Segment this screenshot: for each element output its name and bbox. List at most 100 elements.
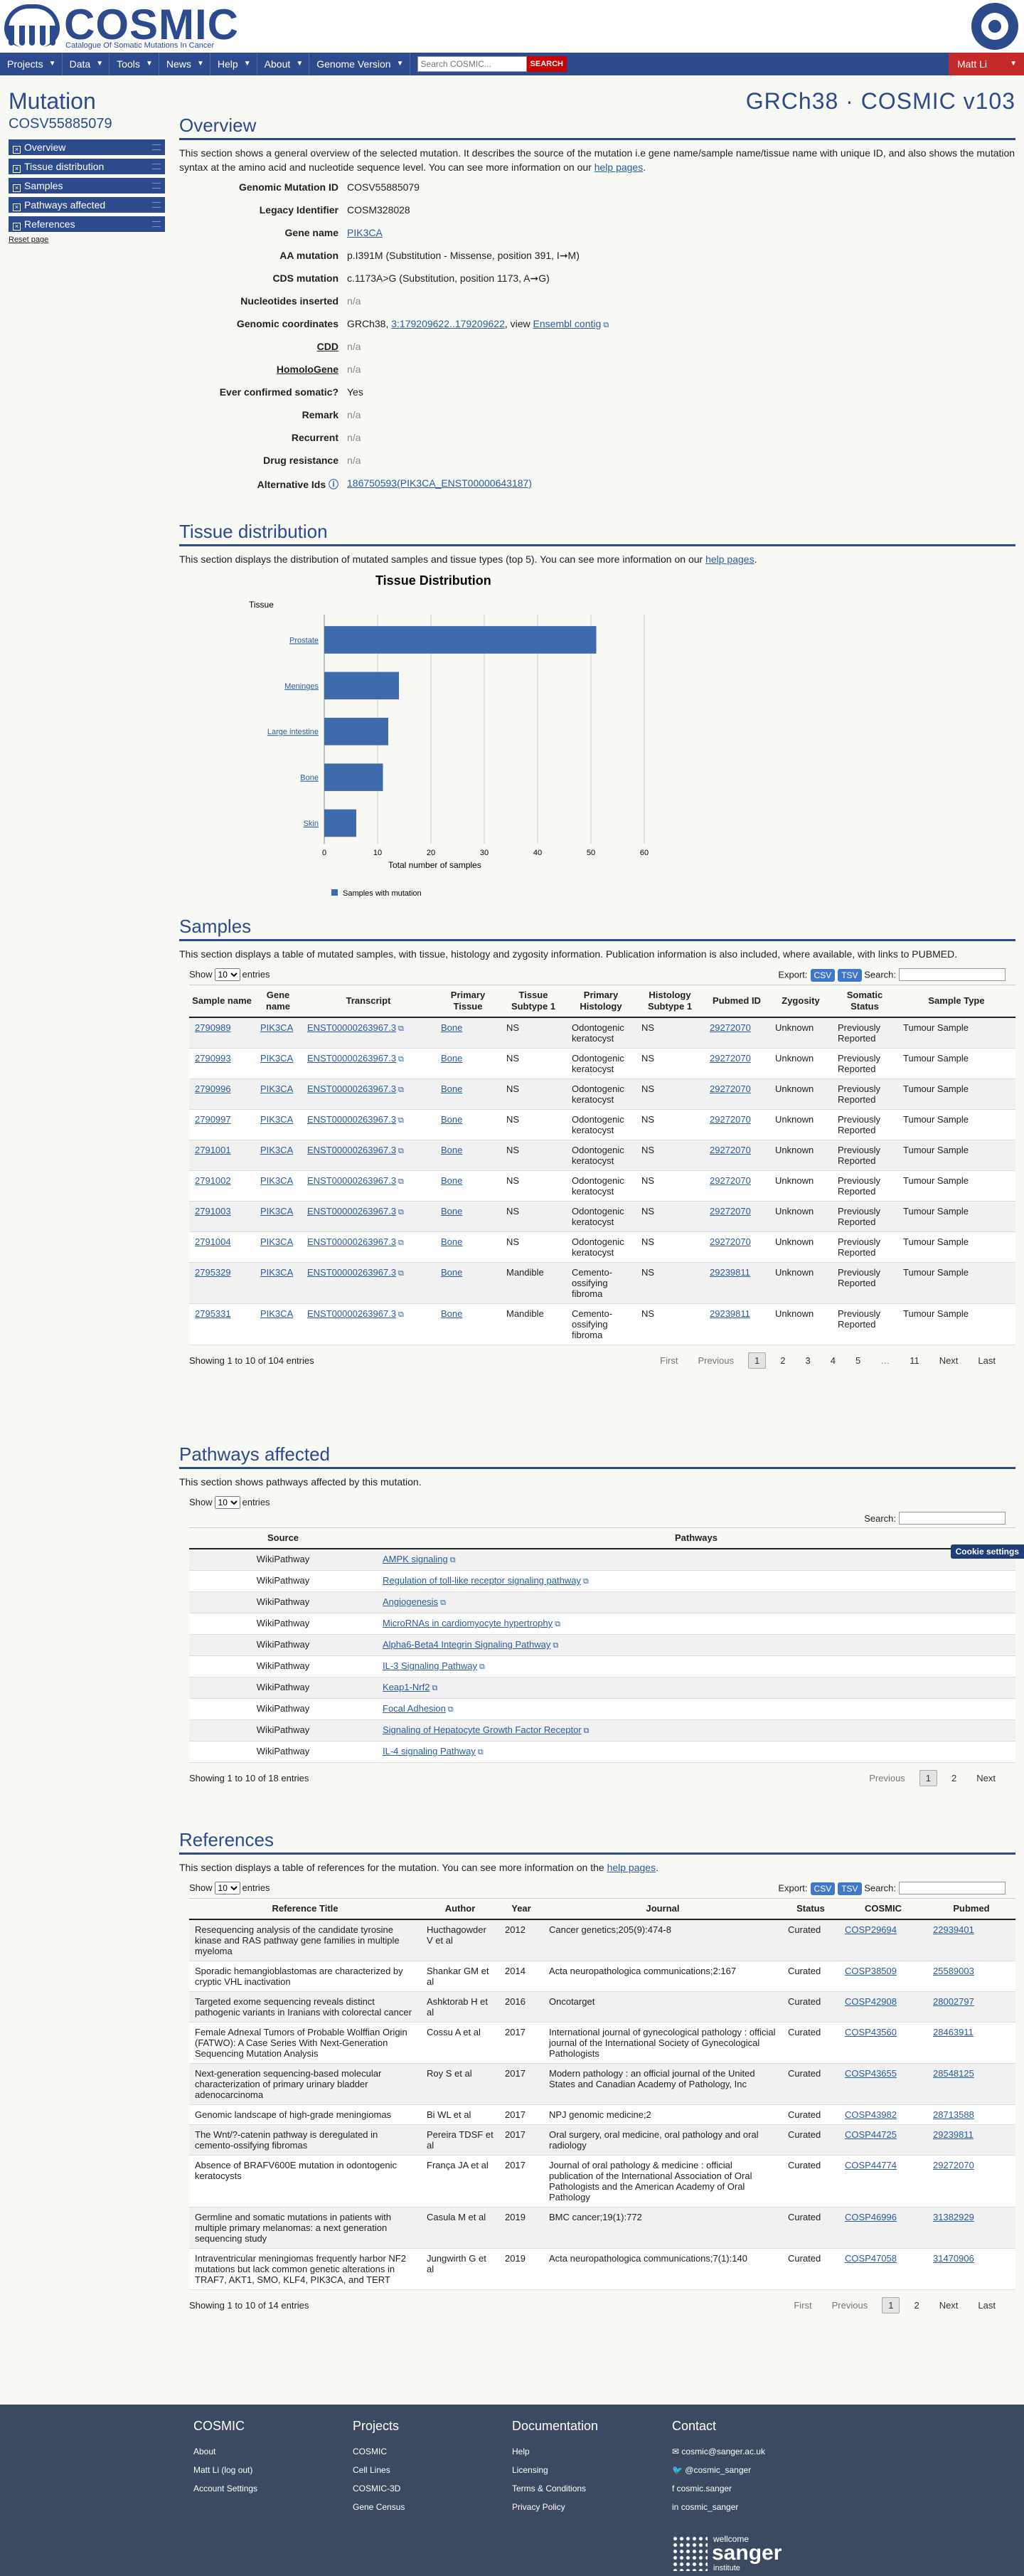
cell-link[interactable]: 2791001: [195, 1144, 231, 1155]
cell-link[interactable]: Bone: [441, 1175, 463, 1186]
help-pages-link[interactable]: help pages: [607, 1862, 656, 1873]
column-header[interactable]: Journal: [543, 1897, 782, 1920]
pathways-search-input[interactable]: [899, 1512, 1006, 1525]
column-header[interactable]: Year: [499, 1897, 543, 1920]
ensembl-contig-link[interactable]: Ensembl contig: [533, 318, 602, 329]
cell-link[interactable]: 25589003: [933, 1965, 974, 1976]
cell-link[interactable]: ENST00000263967.3: [307, 1083, 397, 1094]
contact-linkedin[interactable]: in cosmic_sanger: [672, 2502, 739, 2512]
cosmic-logo[interactable]: COSMIC Catalogue Of Somatic Mutations In…: [0, 1, 256, 51]
info-icon[interactable]: ⓘ: [329, 479, 338, 490]
column-header[interactable]: Pathways: [377, 1527, 1015, 1549]
cell-link[interactable]: 2790989: [195, 1022, 231, 1033]
cell-link[interactable]: 31382929: [933, 2211, 974, 2222]
footer-link[interactable]: Gene Census: [353, 2502, 405, 2512]
search-input[interactable]: [417, 56, 527, 72]
csv-button[interactable]: CSV: [810, 1882, 836, 1895]
page-button[interactable]: 2: [951, 1773, 957, 1783]
checkbox-icon[interactable]: ×: [13, 146, 21, 154]
cell-link[interactable]: Bone: [441, 1052, 463, 1064]
footer-link[interactable]: COSMIC: [353, 2447, 387, 2456]
category-label[interactable]: Meninges: [284, 682, 319, 691]
footer-link[interactable]: Account Settings: [193, 2484, 258, 2493]
checkbox-icon[interactable]: ×: [13, 203, 21, 211]
nav-help[interactable]: Help ▼: [210, 53, 257, 75]
cell-link[interactable]: Bone: [441, 1205, 463, 1217]
footer-link[interactable]: Privacy Policy: [512, 2502, 565, 2512]
cell-link[interactable]: 29272070: [710, 1113, 751, 1125]
cell-link[interactable]: 2791004: [195, 1236, 231, 1247]
cell-link[interactable]: COSP44774: [845, 2159, 897, 2170]
page-button[interactable]: Next: [976, 1773, 996, 1783]
cell-link[interactable]: Bone: [441, 1022, 463, 1033]
page-button[interactable]: First: [794, 2299, 812, 2311]
cell-link[interactable]: COSP38509: [845, 1965, 897, 1976]
page-button[interactable]: 1: [748, 1352, 767, 1369]
page-button[interactable]: 1: [882, 2296, 900, 2313]
cell-link[interactable]: ENST00000263967.3: [307, 1113, 397, 1125]
cell-link[interactable]: PIK3CA: [260, 1175, 294, 1186]
nav-about[interactable]: About ▼: [257, 53, 310, 75]
page-button[interactable]: 2: [780, 1355, 786, 1366]
pathway-link[interactable]: Regulation of toll-like receptor signali…: [383, 1575, 581, 1586]
cell-link[interactable]: COSP43560: [845, 2026, 897, 2037]
bar[interactable]: [324, 672, 399, 700]
cell-link[interactable]: ENST00000263967.3: [307, 1052, 397, 1064]
page-button[interactable]: First: [660, 1355, 678, 1366]
page-button[interactable]: 2: [914, 2299, 919, 2311]
cell-link[interactable]: 22939401: [933, 1924, 974, 1935]
cell-link[interactable]: 28002797: [933, 1995, 974, 2007]
column-header[interactable]: Transcript: [302, 984, 435, 1018]
search-button[interactable]: SEARCH: [526, 56, 567, 72]
page-button[interactable]: 4: [830, 1355, 836, 1366]
column-header[interactable]: Source: [189, 1527, 377, 1549]
category-label[interactable]: Skin: [304, 820, 319, 828]
cell-link[interactable]: Bone: [441, 1113, 463, 1125]
bar[interactable]: [324, 809, 356, 837]
page-button[interactable]: Previous: [698, 1355, 735, 1366]
nav-genome-version[interactable]: Genome Version ▼: [309, 53, 410, 75]
cell-link[interactable]: PIK3CA: [260, 1266, 294, 1278]
footer-link[interactable]: Matt Li (log out): [193, 2465, 253, 2475]
checkbox-icon[interactable]: ×: [13, 165, 21, 173]
cell-link[interactable]: ENST00000263967.3: [307, 1236, 397, 1247]
sidebar-item-references[interactable]: × References: [9, 216, 165, 232]
cell-link[interactable]: Bone: [441, 1144, 463, 1155]
sanger-logo[interactable]: wellcome sanger institute: [672, 2533, 814, 2572]
reset-page-link[interactable]: Reset page: [9, 235, 49, 244]
cell-link[interactable]: COSP46996: [845, 2211, 897, 2222]
pathway-link[interactable]: IL-4 signaling Pathway: [383, 1746, 476, 1756]
nav-news[interactable]: News ▼: [159, 53, 210, 75]
cell-link[interactable]: 2795331: [195, 1308, 231, 1319]
footer-link[interactable]: Terms & Conditions: [512, 2484, 587, 2493]
page-size-select[interactable]: 10: [214, 1882, 240, 1895]
page-button[interactable]: 5: [855, 1355, 861, 1366]
help-pages-link[interactable]: help pages: [705, 553, 754, 565]
contact-email[interactable]: ✉ cosmic@sanger.ac.uk: [672, 2447, 765, 2456]
page-button[interactable]: Next: [939, 1355, 959, 1366]
cell-link[interactable]: PIK3CA: [260, 1083, 294, 1094]
cell-link[interactable]: PIK3CA: [260, 1144, 294, 1155]
bar[interactable]: [324, 717, 388, 746]
cell-link[interactable]: COSP43982: [845, 2109, 897, 2120]
cell-link[interactable]: ENST00000263967.3: [307, 1205, 397, 1217]
csv-button[interactable]: CSV: [810, 968, 836, 982]
nav-data[interactable]: Data ▼: [63, 53, 110, 75]
pathway-link[interactable]: Keap1-Nrf2: [383, 1682, 430, 1692]
column-header[interactable]: Reference Title: [189, 1897, 421, 1920]
tsv-button[interactable]: TSV: [838, 968, 862, 982]
bar[interactable]: [324, 626, 597, 654]
cell-link[interactable]: PIK3CA: [260, 1236, 294, 1247]
pathway-link[interactable]: MicroRNAs in cardiomyocyte hypertrophy: [383, 1618, 553, 1628]
column-header[interactable]: COSMIC: [839, 1897, 927, 1920]
cell-link[interactable]: 29272070: [710, 1083, 751, 1094]
cell-link[interactable]: COSP44725: [845, 2129, 897, 2140]
sidebar-item-pathways[interactable]: × Pathways affected: [9, 197, 165, 213]
column-header[interactable]: Primary Histology: [566, 984, 636, 1018]
cell-link[interactable]: PIK3CA: [260, 1052, 294, 1064]
column-header[interactable]: Tissue Subtype 1: [501, 984, 566, 1018]
cell-link[interactable]: PIK3CA: [260, 1308, 294, 1319]
drag-handle-icon[interactable]: [152, 202, 161, 208]
sidebar-item-samples[interactable]: × Samples: [9, 178, 165, 194]
cell-link[interactable]: PIK3CA: [260, 1022, 294, 1033]
